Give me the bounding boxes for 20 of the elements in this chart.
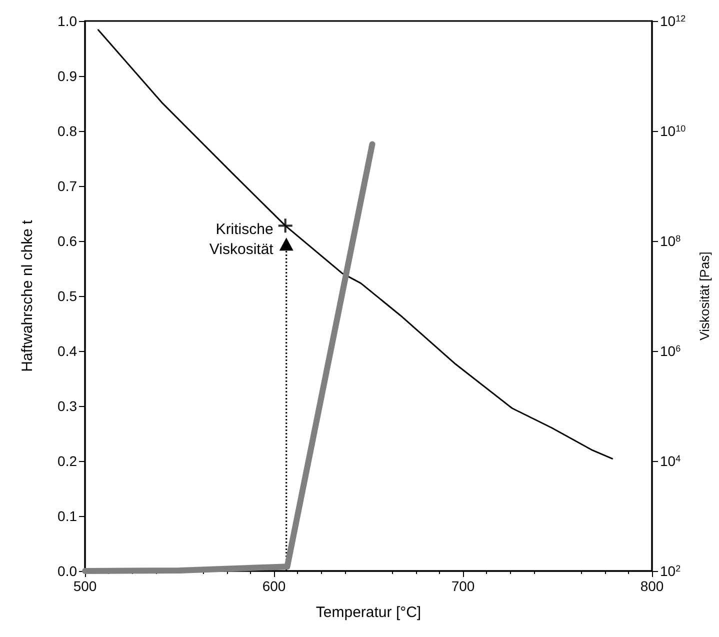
y-tick-label: 1.0 (58, 13, 78, 29)
x-tick-label: 800 (640, 578, 664, 594)
line-series (97, 29, 614, 460)
x-tick-label: 700 (451, 578, 475, 594)
y2-axis-title: Viskosität [Pas] (697, 252, 712, 340)
y-tick-label: 0.6 (58, 233, 78, 249)
x-tick-label: 500 (73, 578, 97, 594)
y-axis-title: Haftwahrsche nl chke t (19, 219, 36, 372)
y-tick-label: 0.4 (58, 343, 78, 359)
y-tick-label: 0.1 (58, 508, 78, 524)
y-tick-label: 0.8 (58, 123, 78, 139)
y-tick-label: 0.0 (58, 563, 78, 579)
y-tick-label: 0.3 (58, 398, 78, 414)
y-tick-label: 0.7 (58, 178, 78, 194)
y-tick-label: 0.2 (58, 453, 78, 469)
x-tick-label: 600 (262, 578, 286, 594)
y-tick-label: 0.5 (58, 288, 78, 304)
annotation: Kritische Viskosität (209, 221, 274, 258)
y-tick-label: 0.9 (58, 68, 78, 84)
x-axis-title: Temperatur [°C] (316, 604, 422, 621)
